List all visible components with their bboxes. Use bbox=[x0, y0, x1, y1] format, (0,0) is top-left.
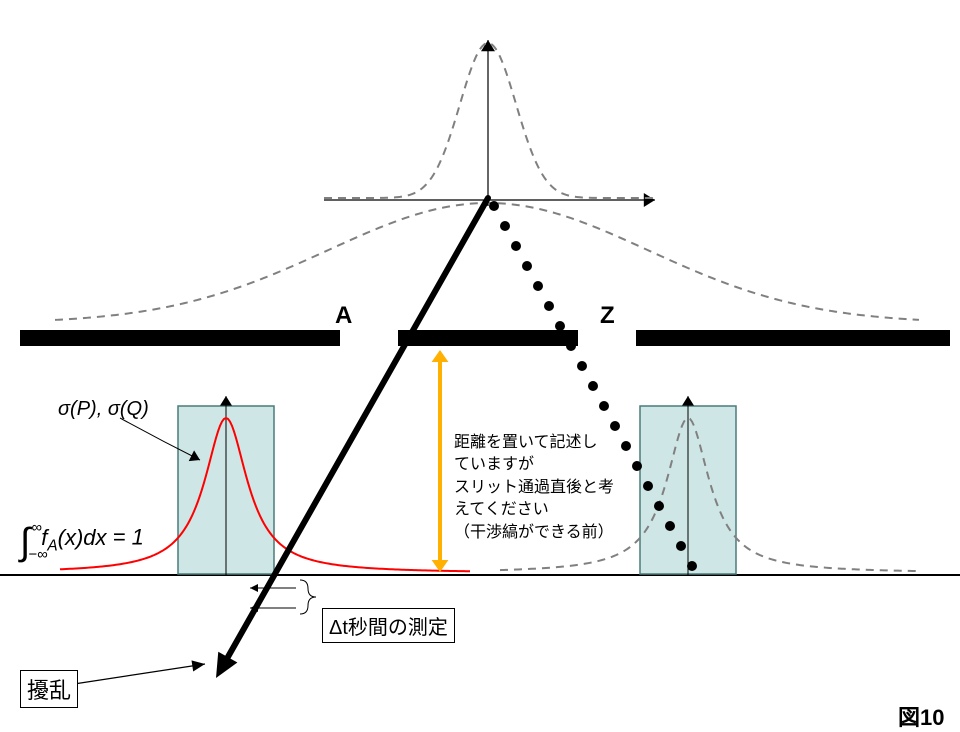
arrowhead-icon bbox=[432, 350, 449, 362]
diagram-stage bbox=[0, 0, 960, 720]
integral-label: ∫∞−∞fA(x)dx = 1 bbox=[20, 520, 144, 563]
arrowhead-icon bbox=[682, 396, 694, 406]
arrowhead-icon bbox=[250, 584, 258, 592]
arrowhead-icon bbox=[644, 193, 655, 207]
trajectory-dot bbox=[643, 481, 653, 491]
top-wide-wave bbox=[55, 203, 919, 320]
top-narrow-wave bbox=[324, 43, 654, 198]
trajectory-dot bbox=[489, 201, 499, 211]
disturb-box: 擾乱 bbox=[20, 670, 78, 708]
trajectory-dot bbox=[577, 361, 587, 371]
trajectory-dot bbox=[665, 521, 675, 531]
trajectory-dot bbox=[676, 541, 686, 551]
trajectory-dot bbox=[621, 441, 631, 451]
trajectory-dot bbox=[632, 461, 642, 471]
delta-t-box: Δt秒間の測定 bbox=[322, 608, 455, 643]
figure-number-label: 図10 bbox=[898, 700, 944, 732]
note-text: 距離を置いて記述していますがスリット通過直後と考えてください（干渉縞ができる前） bbox=[454, 432, 614, 544]
brace-icon bbox=[300, 580, 316, 614]
trajectory-dot bbox=[654, 501, 664, 511]
trajectory-dot bbox=[500, 221, 510, 231]
trajectory-dot bbox=[687, 561, 697, 571]
barrier-segment bbox=[398, 330, 578, 346]
sigma-label: σ(P), σ(Q) bbox=[58, 398, 149, 421]
trajectory-dot bbox=[555, 321, 565, 331]
barrier-segment bbox=[636, 330, 950, 346]
trajectory-dot bbox=[610, 421, 620, 431]
slit-a-label: A bbox=[335, 302, 352, 330]
arrowhead-icon bbox=[192, 660, 205, 671]
trajectory-dot bbox=[522, 261, 532, 271]
trajectory-dot bbox=[511, 241, 521, 251]
arrowhead-icon bbox=[220, 396, 232, 406]
trajectory-dot bbox=[588, 381, 598, 391]
trajectory-dot bbox=[533, 281, 543, 291]
trajectory-dot bbox=[599, 401, 609, 411]
trajectory-dot bbox=[544, 301, 554, 311]
barrier-segment bbox=[20, 330, 340, 346]
disturb-arrow bbox=[74, 664, 205, 684]
slit-z-label: Z bbox=[600, 302, 615, 330]
trajectory-dot bbox=[566, 341, 576, 351]
